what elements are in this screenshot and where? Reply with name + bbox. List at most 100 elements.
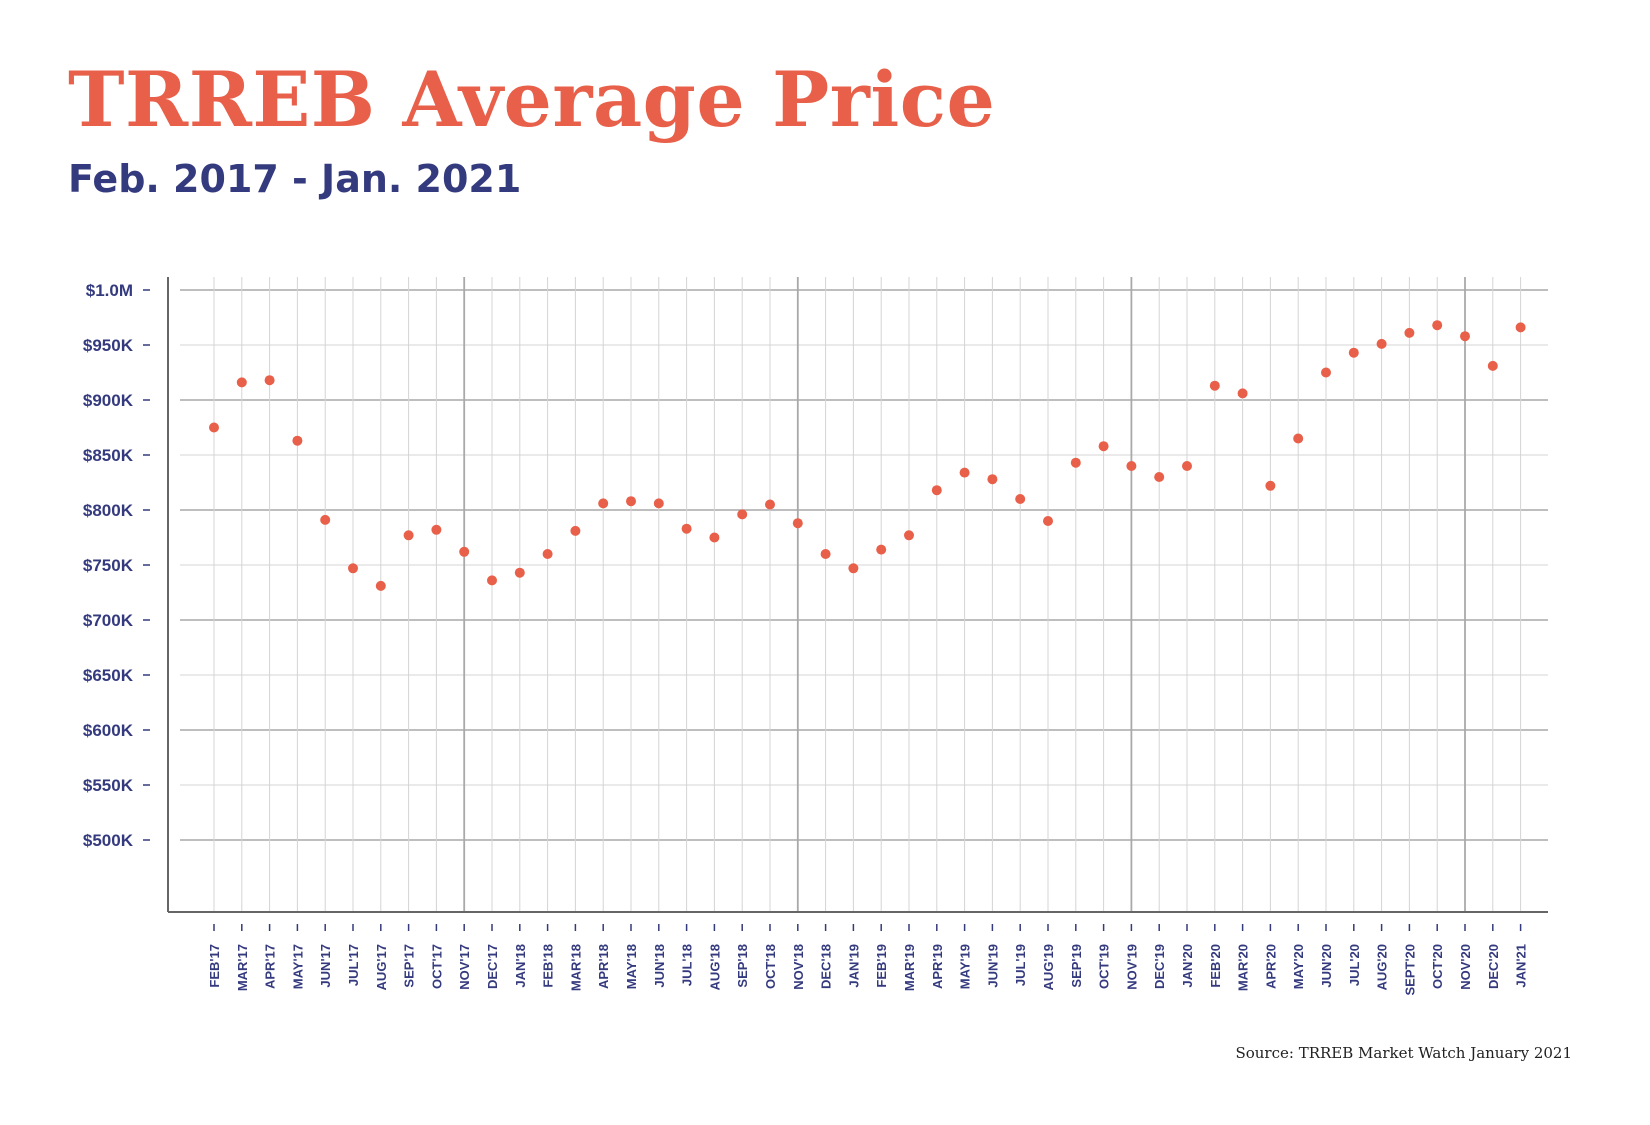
x-tick-label: JAN'18 <box>513 944 528 988</box>
x-tick-label: DEC'19 <box>1152 944 1167 989</box>
data-point <box>709 532 720 543</box>
data-point <box>1460 331 1470 342</box>
x-tick-label: AUG'19 <box>1041 944 1056 990</box>
x-tick-label: OCT'19 <box>1097 944 1112 989</box>
x-tick-label: JAN'20 <box>1180 944 1195 988</box>
x-tick-label: SEP'18 <box>735 944 750 988</box>
x-axis-ticks: FEB'17 MAR'17 APR'17 MAY'17 JUN'17 JUL'17 AUG'… <box>207 924 1529 996</box>
data-point <box>348 563 358 574</box>
data-point <box>1043 516 1053 526</box>
x-tick-label: MAY'18 <box>624 944 639 989</box>
x-tick-label: MAR'18 <box>568 944 583 991</box>
x-tick-label: FEB'19 <box>874 944 889 988</box>
data-point <box>1404 327 1415 338</box>
x-tick-label: APR'20 <box>1263 944 1278 989</box>
x-tick-label: FEB'20 <box>1208 944 1223 988</box>
data-point <box>403 530 414 541</box>
x-tick-label: MAR'17 <box>235 944 250 991</box>
data-point <box>292 435 303 446</box>
x-tick-label: AUG'20 <box>1375 944 1390 990</box>
x-tick-label: MAR'20 <box>1236 944 1251 991</box>
y-tick-label: $600K <box>83 721 134 740</box>
x-tick-label: JUL'17 <box>346 944 361 986</box>
data-point <box>792 518 803 529</box>
data-point <box>570 525 581 536</box>
x-tick-label: JAN'19 <box>846 944 861 988</box>
data-point <box>931 485 942 496</box>
x-tick-label: JUL'19 <box>1013 944 1028 986</box>
x-tick-label: MAY'17 <box>290 944 305 989</box>
data-point <box>320 514 331 525</box>
x-tick-label: JUN'18 <box>652 944 667 988</box>
y-tick-label: $550K <box>83 776 134 795</box>
x-tick-label: FEB'18 <box>541 944 556 988</box>
y-tick-label: $1.0M <box>86 281 133 300</box>
data-point <box>1237 388 1248 399</box>
data-point <box>375 580 386 591</box>
x-tick-label: JUN'19 <box>985 944 1000 988</box>
data-points <box>209 320 1526 591</box>
data-point <box>904 530 914 541</box>
x-tick-label: MAY'20 <box>1291 944 1306 989</box>
x-tick-label: SEPT'20 <box>1402 944 1417 996</box>
data-point <box>1348 347 1359 358</box>
data-point <box>848 563 859 574</box>
data-point <box>653 498 664 509</box>
axes <box>167 277 1548 913</box>
x-tick-label: OCT'20 <box>1430 944 1445 989</box>
x-tick-label: AUG'18 <box>707 944 722 990</box>
y-tick-label: $650K <box>83 666 134 685</box>
data-point <box>820 549 831 559</box>
x-tick-label: DEC'17 <box>485 944 500 989</box>
data-point <box>236 377 247 388</box>
data-point <box>514 567 525 578</box>
x-tick-label: MAR'19 <box>902 944 917 991</box>
data-point <box>765 499 775 510</box>
chart-subtitle: Feb. 2017 - Jan. 2021 <box>68 157 522 201</box>
data-point <box>876 544 887 555</box>
grid-lines <box>180 277 1548 912</box>
data-point <box>1293 433 1304 444</box>
x-tick-label: APR'19 <box>930 944 945 989</box>
x-tick-label: JUN'17 <box>318 944 333 988</box>
data-point <box>1432 320 1443 331</box>
data-point <box>959 467 970 478</box>
data-point <box>209 422 219 433</box>
data-point <box>459 546 470 557</box>
x-tick-label: AUG'17 <box>374 944 389 990</box>
data-point <box>264 375 275 386</box>
x-tick-label: SEP'17 <box>402 944 417 988</box>
x-tick-label: NOV'19 <box>1124 944 1139 990</box>
y-tick-label: $850K <box>83 446 134 465</box>
x-tick-label: NOV'20 <box>1458 944 1473 990</box>
x-tick-label: APR'18 <box>596 944 611 989</box>
x-tick-label: NOV'18 <box>791 944 806 990</box>
source-note: Source: TRREB Market Watch January 2021 <box>1235 1044 1572 1062</box>
x-tick-label: FEB'17 <box>207 944 222 988</box>
data-point <box>1070 457 1081 468</box>
data-point <box>431 524 442 535</box>
x-tick-label: DEC'18 <box>819 944 834 989</box>
data-point <box>598 498 609 509</box>
data-point <box>487 575 497 586</box>
data-point <box>1015 494 1026 504</box>
y-tick-label: $900K <box>83 391 134 410</box>
data-point <box>1265 480 1276 491</box>
y-tick-label: $700K <box>83 611 134 630</box>
data-point <box>1126 461 1137 471</box>
x-tick-label: OCT'17 <box>429 944 444 989</box>
chart-title: TRREB Average Price <box>68 55 996 144</box>
data-point <box>1209 380 1220 391</box>
x-tick-label: SEP'19 <box>1069 944 1084 988</box>
data-point <box>1154 472 1165 482</box>
x-tick-label: OCT'18 <box>763 944 778 989</box>
data-point <box>1321 367 1331 378</box>
x-tick-label: DEC'20 <box>1486 944 1501 989</box>
x-tick-label: JUN'20 <box>1319 944 1334 988</box>
data-point <box>1376 338 1387 349</box>
data-point <box>1515 322 1526 333</box>
data-point <box>1098 441 1109 452</box>
y-tick-label: $950K <box>83 336 134 355</box>
x-tick-label: JUL'20 <box>1347 944 1362 986</box>
